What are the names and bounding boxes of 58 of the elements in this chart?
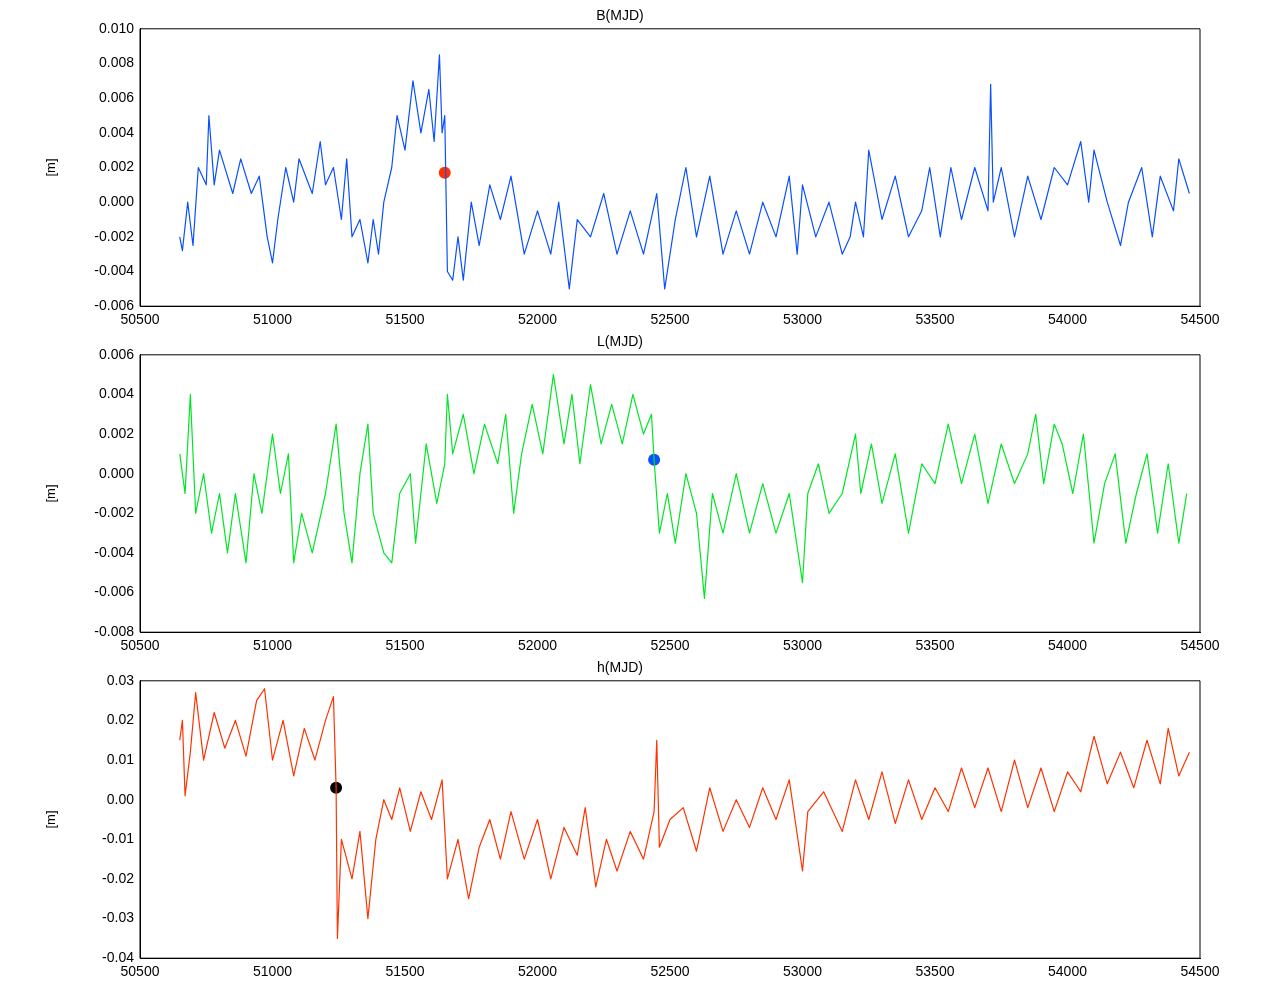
y-tick-label: -0.04 bbox=[102, 949, 135, 966]
y-tick-label: -0.002 bbox=[94, 227, 135, 244]
y-tick-label: -0.006 bbox=[94, 583, 135, 600]
y-axis-title: [m] bbox=[43, 484, 59, 503]
x-tick-label: 52000 bbox=[518, 963, 558, 980]
x-tick-label: 53500 bbox=[915, 963, 955, 980]
y-tick-label: 0.006 bbox=[98, 89, 135, 106]
y-tick-label: 0.00 bbox=[106, 790, 135, 807]
x-tick-label: 53000 bbox=[783, 637, 823, 654]
y-tick-label: 0.02 bbox=[106, 711, 135, 728]
x-tick-label: 53500 bbox=[915, 637, 955, 654]
chart-title: L(MJD) bbox=[597, 333, 643, 350]
x-tick-label: 54000 bbox=[1048, 963, 1088, 980]
x-tick-label: 52500 bbox=[650, 311, 690, 328]
y-tick-label: 0.004 bbox=[98, 385, 135, 402]
x-tick-label: 53500 bbox=[915, 311, 955, 328]
y-tick-label: -0.004 bbox=[94, 543, 135, 560]
x-tick-label: 53000 bbox=[783, 963, 823, 980]
x-tick-label: 54000 bbox=[1048, 637, 1088, 654]
y-tick-label: 0.008 bbox=[98, 54, 135, 71]
y-tick-label: 0.002 bbox=[98, 424, 135, 441]
y-tick-label: -0.01 bbox=[102, 830, 135, 847]
x-tick-label: 54000 bbox=[1048, 311, 1088, 328]
chart-title: h(MJD) bbox=[597, 659, 643, 676]
y-tick-label: 0.01 bbox=[106, 750, 135, 767]
y-axis-title: [m] bbox=[43, 810, 59, 829]
x-tick-label: 51500 bbox=[385, 637, 425, 654]
y-tick-label: 0.010 bbox=[98, 19, 135, 36]
y-axis-title: [m] bbox=[43, 158, 59, 177]
y-tick-label: 0.006 bbox=[98, 345, 135, 362]
x-tick-label: 52000 bbox=[518, 637, 558, 654]
y-tick-label: 0.000 bbox=[98, 464, 135, 481]
x-tick-label: 52500 bbox=[650, 963, 690, 980]
y-tick-label: -0.002 bbox=[94, 504, 135, 521]
y-tick-label: 0.002 bbox=[98, 158, 135, 175]
x-tick-label: 51000 bbox=[253, 311, 293, 328]
x-tick-label: 54500 bbox=[1180, 311, 1220, 328]
y-tick-label: -0.006 bbox=[94, 297, 135, 314]
chart-title: B(MJD) bbox=[596, 7, 644, 24]
x-tick-label: 51500 bbox=[385, 311, 425, 328]
y-tick-label: -0.02 bbox=[102, 869, 135, 886]
x-tick-label: 50500 bbox=[120, 311, 160, 328]
y-tick-label: 0.000 bbox=[98, 193, 135, 210]
x-tick-label: 52000 bbox=[518, 311, 558, 328]
x-tick-label: 51000 bbox=[253, 963, 293, 980]
y-tick-label: -0.004 bbox=[94, 262, 135, 279]
x-tick-label: 50500 bbox=[120, 963, 160, 980]
x-tick-label: 51000 bbox=[253, 637, 293, 654]
x-tick-label: 52500 bbox=[650, 637, 690, 654]
y-tick-label: 0.004 bbox=[98, 123, 135, 140]
x-tick-label: 50500 bbox=[120, 637, 160, 654]
x-tick-label: 53000 bbox=[783, 311, 823, 328]
y-tick-label: -0.03 bbox=[102, 909, 135, 926]
x-tick-label: 54500 bbox=[1180, 963, 1220, 980]
y-tick-label: 0.03 bbox=[106, 671, 135, 688]
x-tick-label: 51500 bbox=[385, 963, 425, 980]
x-tick-label: 54500 bbox=[1180, 637, 1220, 654]
y-tick-label: -0.008 bbox=[94, 623, 135, 640]
